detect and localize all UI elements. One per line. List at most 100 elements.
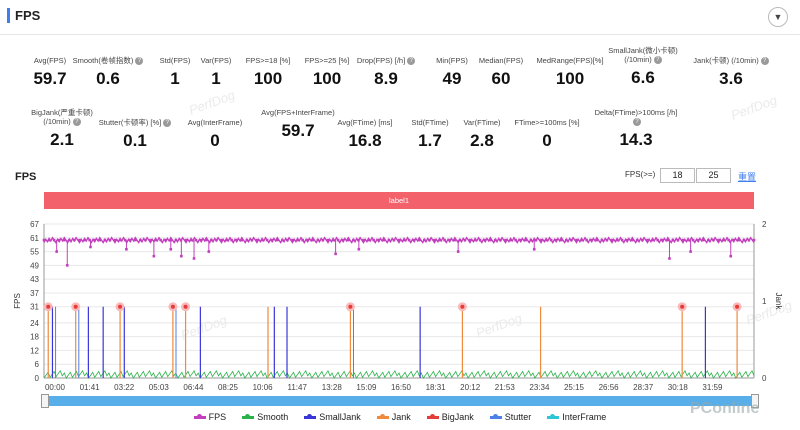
- fps-point: [585, 238, 588, 242]
- stat-r2-3: Avg(FPS+InterFrame) 59.7: [253, 108, 343, 141]
- fps-point: [78, 238, 81, 242]
- legend-item-smalljank[interactable]: SmallJank: [304, 412, 361, 422]
- fps-point: [559, 238, 563, 242]
- fps-point: [580, 238, 583, 242]
- collapse-chevron-icon[interactable]: ▼: [768, 7, 788, 27]
- x-tick-label: 15:09: [356, 383, 377, 392]
- fps-point: [265, 238, 269, 242]
- fps-point: [534, 238, 538, 242]
- legend-swatch: [547, 414, 560, 420]
- fps-point: [504, 238, 507, 242]
- fps-point: [514, 238, 517, 242]
- fps-point: [306, 238, 310, 242]
- fps-point: [68, 238, 71, 242]
- fps-point: [83, 238, 86, 242]
- legend-item-bigjank[interactable]: BigJank: [426, 412, 474, 422]
- fps-dip-point: [89, 245, 92, 249]
- slider-handle-right[interactable]: [751, 394, 759, 408]
- help-icon[interactable]: ?: [135, 57, 144, 66]
- y-right-axis-label: Jank: [774, 293, 783, 311]
- fps-point: [291, 238, 294, 242]
- stat-label: MedRange(FPS)[%]: [536, 56, 604, 65]
- help-icon[interactable]: ?: [163, 119, 172, 128]
- legend-item-fps[interactable]: FPS: [193, 412, 227, 422]
- fps-point: [341, 238, 345, 242]
- fps-point: [98, 238, 102, 242]
- bigjank-point: [680, 304, 685, 309]
- threshold-input-2[interactable]: 25: [696, 168, 731, 183]
- fps-dip-point: [65, 264, 69, 267]
- fps-point: [625, 238, 629, 242]
- legend-label: Stutter: [504, 412, 532, 422]
- legend-item-jank[interactable]: Jank: [376, 412, 411, 422]
- threshold-input-1[interactable]: 18: [660, 168, 695, 183]
- x-tick-label: 05:03: [149, 383, 170, 392]
- help-icon[interactable]: ?: [760, 57, 769, 66]
- fps-point: [651, 238, 654, 242]
- fps-point: [732, 238, 736, 242]
- stat-label: Std(FTime): [411, 118, 449, 127]
- slider-handle-left[interactable]: [41, 394, 49, 408]
- y-left-tick-label: 24: [30, 319, 39, 328]
- fps-point: [600, 238, 604, 242]
- stat-value: 16.8: [348, 131, 382, 150]
- help-icon[interactable]: ?: [407, 57, 416, 66]
- fps-point: [575, 238, 578, 242]
- x-tick-label: 06:44: [183, 383, 204, 392]
- fps-point: [686, 238, 690, 242]
- fps-dip-point: [729, 254, 733, 258]
- fps-point: [118, 238, 122, 242]
- fps-point: [412, 238, 416, 242]
- brand-watermark: PConline: [690, 400, 760, 417]
- fps-point: [433, 238, 436, 242]
- stat-value: 1.7: [418, 131, 442, 150]
- fps-point: [73, 238, 76, 242]
- fps-point: [438, 238, 441, 242]
- legend-label: BigJank: [441, 412, 474, 422]
- label-band[interactable]: label1: [44, 192, 754, 209]
- fps-point: [549, 238, 553, 242]
- fps-point: [133, 238, 137, 242]
- stat-value: 0: [542, 131, 552, 150]
- fps-point: [159, 238, 162, 242]
- chart-legend: FPS Smooth SmallJank Jank BigJank Stutter Inte…: [0, 412, 800, 426]
- legend-item-smooth[interactable]: Smooth: [242, 412, 288, 422]
- fps-point: [316, 238, 320, 242]
- legend-label: FPS: [208, 412, 227, 422]
- stat-label: Avg(InterFrame): [187, 118, 243, 127]
- x-tick-label: 00:00: [45, 383, 66, 392]
- fps-point: [519, 238, 523, 242]
- series-fps: [43, 236, 755, 244]
- legend-label: SmallJank: [319, 412, 361, 422]
- help-icon[interactable]: ?: [633, 118, 641, 127]
- fps-point: [417, 238, 421, 242]
- legend-swatch: [426, 414, 439, 420]
- fps-point: [149, 238, 152, 242]
- fps-dip-point: [532, 247, 536, 251]
- legend-label: Smooth: [257, 412, 289, 422]
- fps-point: [331, 238, 335, 242]
- time-range-slider[interactable]: [44, 396, 754, 406]
- legend-swatch: [242, 414, 255, 420]
- stat-label: Var(FPS): [200, 56, 232, 65]
- bigjank-point: [118, 304, 123, 309]
- y-right-tick-label: 1: [762, 297, 767, 306]
- legend-item-stutter[interactable]: Stutter: [489, 412, 532, 422]
- stat-value: 100: [312, 69, 342, 88]
- x-tick-label: 26:56: [599, 383, 620, 392]
- legend-swatch: [193, 414, 206, 420]
- stat-label: FPS>=25 [%]: [304, 56, 350, 65]
- fps-point: [286, 238, 289, 242]
- fps-point: [473, 238, 477, 242]
- stat-value: 3.6: [719, 69, 743, 89]
- legend-item-interframe[interactable]: InterFrame: [547, 412, 606, 422]
- fps-point: [544, 238, 548, 242]
- watermark: PerfDog: [728, 92, 779, 123]
- bigjank-point: [170, 304, 175, 309]
- help-icon[interactable]: ?: [72, 118, 81, 127]
- fps-point: [123, 238, 127, 242]
- help-icon[interactable]: ?: [653, 56, 662, 65]
- reset-link[interactable]: 重置: [738, 172, 757, 182]
- fps-point: [605, 238, 609, 242]
